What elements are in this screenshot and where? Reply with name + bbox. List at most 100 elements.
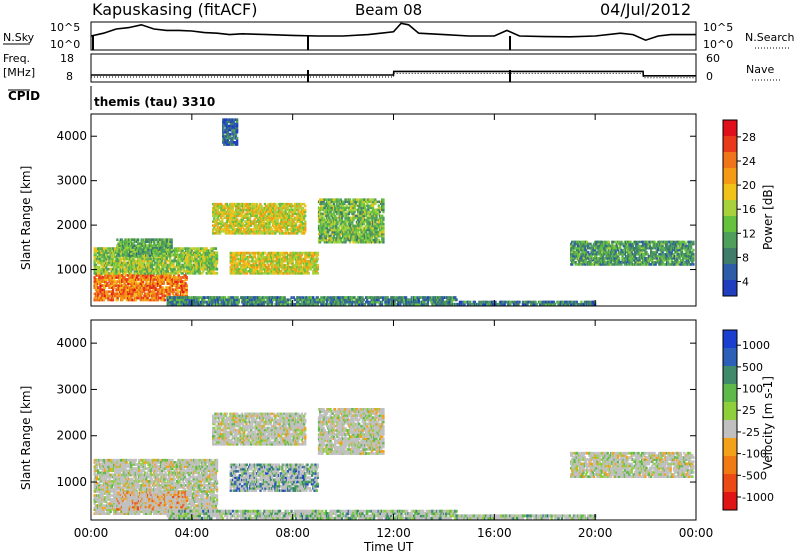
data-cell-0 (140, 280, 143, 283)
data-cell-1 (203, 255, 206, 259)
data-cell-3 (292, 212, 295, 216)
data-cell-3 (223, 208, 226, 212)
data-cell-2 (170, 246, 173, 249)
data-cell-1 (169, 265, 172, 269)
data-cell-1 (178, 261, 181, 265)
data-cell-0 (105, 290, 108, 294)
data-cell-0 (155, 292, 158, 296)
data-cell-1 (190, 263, 193, 267)
data-cell-1 (135, 271, 139, 275)
data-cell-0 (177, 274, 180, 277)
frequency-panel: Freq. [MHz] 18 8 60 0 Nave (3, 52, 782, 83)
date-label: 04/Jul/2012 (600, 0, 691, 19)
data-cell-2 (170, 244, 173, 247)
data-cell-1 (166, 263, 169, 267)
data-cell-1 (93, 257, 96, 261)
data-cell-2 (133, 254, 136, 257)
data-cell-3 (225, 222, 229, 225)
data-cell-3 (237, 202, 240, 206)
data-cell-1 (193, 265, 196, 269)
data-cell-3 (263, 210, 267, 214)
data-cell-1 (138, 267, 141, 271)
data-cell-3 (289, 202, 292, 206)
data-cell-2 (137, 240, 140, 243)
data-cell-2 (137, 242, 140, 245)
data-cell-3 (273, 204, 276, 208)
data-cell-1 (183, 261, 187, 265)
data-cell-3 (254, 224, 257, 227)
data-cell-3 (244, 204, 247, 208)
data-cell-3 (268, 228, 271, 231)
data-cell-1 (206, 259, 209, 263)
data-cell-0 (183, 288, 186, 292)
data-cell-2 (130, 248, 133, 251)
data-cell-0 (131, 274, 134, 277)
data-cell-0 (163, 294, 167, 298)
data-cell-1 (99, 259, 102, 263)
data-cell-1 (122, 267, 125, 271)
data-cell-1 (138, 255, 141, 259)
data-cell-1 (153, 259, 156, 263)
data-cell-3 (275, 214, 278, 218)
data-cell-0 (146, 284, 149, 287)
data-cell-3 (235, 204, 238, 208)
data-cell-3 (268, 214, 271, 218)
data-cell-3 (261, 208, 264, 212)
data-cell-2 (123, 250, 126, 253)
data-cell-1 (130, 261, 133, 265)
data-cell-1 (190, 265, 193, 269)
data-cell-5 (382, 198, 385, 201)
data-cell-3 (241, 218, 245, 221)
data-cell-1 (117, 261, 120, 265)
data-cell-2 (123, 240, 126, 243)
data-cell-1 (175, 249, 179, 253)
data-cell-1 (188, 255, 191, 259)
data-cell-1 (198, 269, 201, 273)
data-cell-1 (172, 249, 175, 253)
data-cell-2 (138, 242, 141, 245)
data-cell-3 (261, 224, 264, 227)
data-cell-2 (157, 242, 161, 245)
data-cell-1 (143, 257, 147, 261)
data-cell-0 (174, 280, 177, 283)
data-cell-0 (129, 288, 132, 292)
data-cell-0 (105, 280, 108, 283)
data-cell-0 (122, 292, 125, 296)
data-cell-3 (279, 208, 283, 212)
data-cell-2 (152, 240, 155, 243)
data-cell-0 (152, 280, 155, 283)
data-cell-5 (332, 198, 336, 201)
data-cell-0 (102, 292, 105, 296)
data-cell-1 (114, 269, 117, 273)
data-cell-2 (133, 250, 136, 253)
data-cell-2 (162, 248, 165, 251)
data-cell-1 (209, 255, 212, 259)
data-cell-1 (211, 249, 214, 253)
data-cell-0 (113, 278, 116, 281)
data-cell-0 (155, 274, 158, 277)
data-cell-5 (339, 236, 342, 240)
data-cell-3 (212, 224, 215, 227)
data-cell-0 (143, 276, 146, 279)
data-cell-3 (268, 212, 271, 216)
data-cell-2 (164, 240, 167, 243)
data-cell-0 (95, 280, 99, 283)
data-cell-1 (164, 269, 167, 273)
data-cell-2 (147, 254, 150, 257)
data-cell-0 (155, 294, 158, 298)
data-cell-3 (228, 220, 231, 223)
data-cell-3 (225, 216, 229, 219)
data-cell-3 (238, 232, 241, 235)
data-cell-1 (162, 265, 165, 269)
data-cell-0 (126, 286, 130, 289)
data-cell-3 (265, 224, 268, 227)
data-cell-0 (93, 282, 96, 285)
data-cell-0 (116, 298, 119, 302)
data-cell-1 (158, 271, 161, 275)
data-cell-3 (222, 214, 225, 218)
data-cell-0 (120, 290, 123, 294)
data-cell-3 (217, 212, 221, 216)
data-cell-2 (162, 240, 165, 243)
data-cell-0 (182, 290, 185, 294)
data-cell-3 (250, 212, 253, 216)
